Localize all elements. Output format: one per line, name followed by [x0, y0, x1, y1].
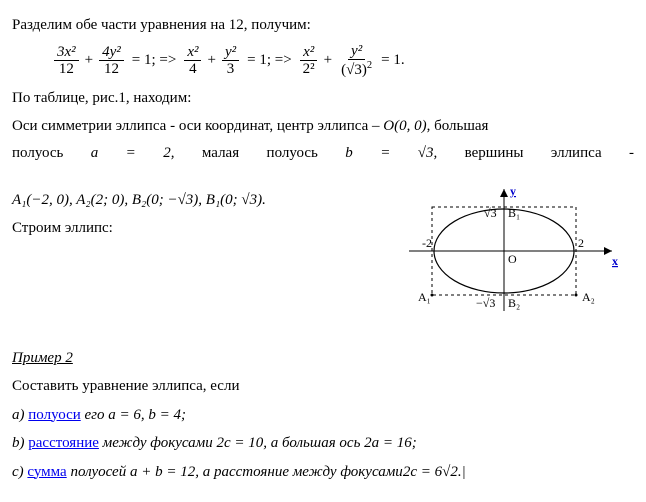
- minus2-label: -2: [422, 236, 432, 250]
- a1-label: A₁: [418, 290, 431, 304]
- x-arrow: [604, 247, 612, 255]
- table-ref-line: По таблице, рис.1, находим:: [12, 87, 634, 110]
- dot-a2: [575, 293, 578, 296]
- sa-2: a = 2,: [91, 145, 175, 161]
- eq-2: = 1; =>: [247, 49, 292, 72]
- plus2-label: 2: [578, 236, 584, 250]
- sa-3: малая: [202, 145, 239, 161]
- item-c-rest1: полуосей a + b = 12, а расстояние между …: [67, 464, 403, 480]
- a2-label: A₂: [582, 290, 595, 304]
- frac-4: y² 3: [222, 44, 239, 78]
- frac-1-num: 3x²: [54, 44, 79, 62]
- sa-6: вершины: [465, 145, 524, 161]
- y-arrow: [500, 189, 508, 197]
- intro-line: Разделим обе части уравнения на 12, полу…: [12, 14, 634, 37]
- example-2-title: Пример 2: [12, 347, 634, 370]
- frac-2-den: 12: [101, 61, 122, 78]
- equation-row: 3x² 12 + 4y² 12 = 1; => x² 4 + y² 3 = 1;…: [52, 43, 634, 79]
- sqrt3-top: √3: [484, 206, 497, 220]
- item-c-rest2: 2c = 6√2.|: [403, 464, 466, 480]
- frac-5: x² 2²: [300, 44, 318, 78]
- item-a: a) полуоси его a = 6, b = 4;: [12, 404, 634, 427]
- frac-4-den: 3: [224, 61, 238, 78]
- frac-2: 4y² 12: [99, 44, 124, 78]
- y-label: y: [510, 184, 516, 198]
- item-c: c) сумма полуосей a + b = 12, а расстоян…: [12, 461, 634, 484]
- frac-6-num: y²: [348, 43, 365, 61]
- sa-8: -: [629, 145, 634, 161]
- distance-link[interactable]: расстояние: [28, 435, 99, 451]
- sum-link[interactable]: сумма: [27, 464, 66, 480]
- origin-label: O: [508, 252, 517, 266]
- item-b-label: b): [12, 435, 28, 451]
- plus-2: +: [207, 49, 215, 72]
- sa-4: полуось: [267, 145, 318, 161]
- sqrt3-bot: −√3: [476, 296, 495, 310]
- x-label: x: [612, 254, 618, 268]
- frac-4-num: y²: [222, 44, 239, 62]
- frac-6-den-sup: 2: [367, 60, 372, 71]
- sa-5: b = √3,: [345, 145, 437, 161]
- plus-3: +: [324, 49, 332, 72]
- frac-2-num: 4y²: [99, 44, 124, 62]
- semi-axes-line: полуось a = 2, малая полуось b = √3, вер…: [12, 144, 634, 183]
- b1-label: B₁: [508, 206, 520, 220]
- eq-3: = 1.: [381, 49, 404, 72]
- b2-label: B₂: [508, 296, 520, 310]
- eq-1: = 1; =>: [132, 49, 177, 72]
- axes-line: Оси симметрии эллипса - оси координат, ц…: [12, 115, 634, 138]
- frac-1-den: 12: [56, 61, 77, 78]
- frac-3: x² 4: [184, 44, 201, 78]
- frac-3-den: 4: [186, 61, 200, 78]
- frac-1: 3x² 12: [54, 44, 79, 78]
- frac-3-num: x²: [184, 44, 201, 62]
- axes-line-c: , большая: [427, 118, 489, 134]
- frac-5-num: x²: [300, 44, 317, 62]
- item-b-rest: между фокусами 2c = 10, а большая ось 2a…: [99, 435, 417, 451]
- sa-1: полуось: [12, 145, 63, 161]
- sa-7: эллипса: [551, 145, 602, 161]
- semi-axes-link[interactable]: полуоси: [28, 407, 81, 423]
- frac-6-den: (√3)2: [338, 60, 375, 79]
- frac-6-den-base: (√3): [341, 62, 367, 78]
- frac-5-den: 2²: [300, 61, 318, 78]
- item-a-rest: его a = 6, b = 4;: [81, 407, 186, 423]
- item-a-label: a): [12, 407, 28, 423]
- item-b: b) расстояние между фокусами 2c = 10, а …: [12, 432, 634, 455]
- plus-1: +: [85, 49, 93, 72]
- axes-line-a: Оси симметрии эллипса - оси координат, ц…: [12, 118, 383, 134]
- dot-a1: [431, 293, 434, 296]
- frac-6: y² (√3)2: [338, 43, 375, 79]
- item-c-label: c): [12, 464, 27, 480]
- example-2-prompt: Составить уравнение эллипса, если: [12, 375, 634, 398]
- example-2-title-text: Пример 2: [12, 350, 73, 366]
- axes-line-O: O(0, 0): [383, 118, 426, 134]
- ellipse-diagram: y x O -2 2 A₁ A₂ √3 B₁ −√3 B₂: [394, 183, 624, 323]
